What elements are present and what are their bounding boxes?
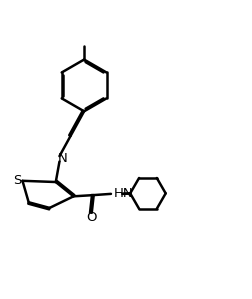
Text: O: O — [86, 211, 97, 224]
Text: HN: HN — [113, 187, 133, 200]
Text: S: S — [13, 174, 21, 187]
Text: N: N — [57, 152, 67, 165]
